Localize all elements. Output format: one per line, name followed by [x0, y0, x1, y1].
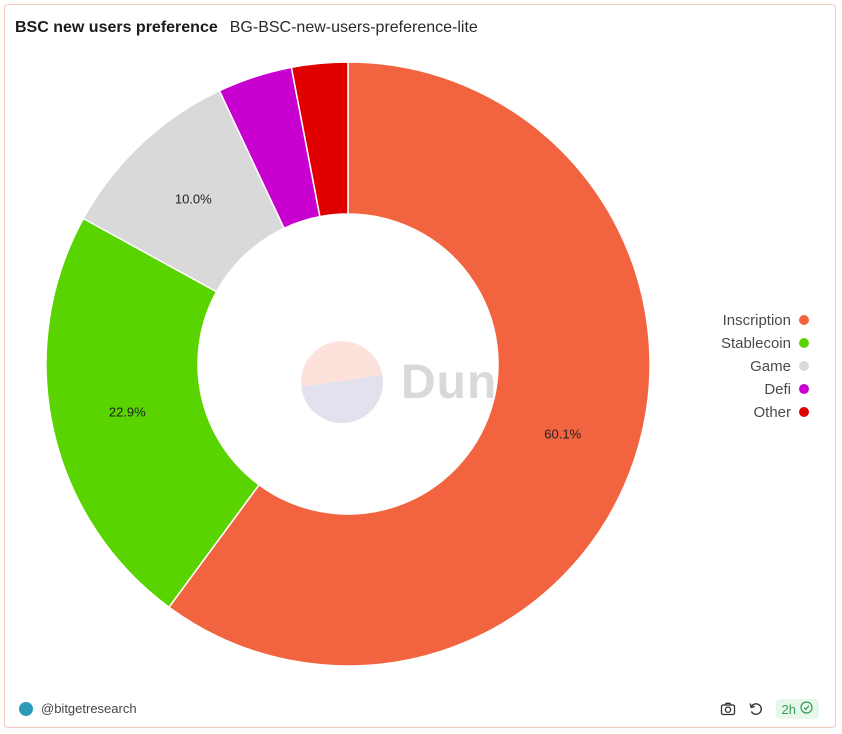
legend-label: Inscription	[722, 311, 791, 329]
legend-item-game[interactable]: Game	[750, 357, 809, 375]
legend-swatch	[799, 384, 809, 394]
data-label-game: 10.0%	[175, 191, 212, 206]
avatar	[19, 701, 33, 716]
refresh-interval: 2h	[781, 701, 796, 717]
legend-swatch	[799, 338, 809, 348]
chart-title: BSC new users preference	[15, 19, 218, 36]
legend-item-stablecoin[interactable]: Stablecoin	[721, 334, 809, 352]
legend-item-other[interactable]: Other	[753, 403, 809, 421]
footer-actions: 2h	[720, 699, 819, 719]
slice-inscription[interactable]	[167, 61, 651, 667]
legend-item-defi[interactable]: Defi	[764, 380, 809, 398]
chart-header: BSC new users preference BG-BSC-new-user…	[15, 19, 478, 37]
chart-legend: Inscription Stablecoin Game Defi Other	[721, 311, 809, 421]
legend-swatch	[799, 407, 809, 417]
slice-stablecoin[interactable]	[45, 217, 261, 609]
dune-logo-icon	[301, 341, 383, 423]
author-handle: @bitgetresearch	[41, 701, 137, 716]
legend-label: Defi	[764, 380, 791, 398]
chart-subtitle: BG-BSC-new-users-preference-lite	[229, 19, 478, 36]
data-label-stablecoin: 22.9%	[109, 405, 146, 420]
camera-icon[interactable]	[720, 701, 736, 717]
legend-label: Other	[753, 403, 791, 421]
legend-item-inscription[interactable]: Inscription	[723, 311, 809, 329]
legend-swatch	[799, 361, 809, 371]
slice-other[interactable]	[290, 61, 349, 218]
refresh-status-badge[interactable]: 2h	[775, 699, 819, 719]
footer-author[interactable]: @bitgetresearch	[19, 701, 137, 716]
refresh-icon[interactable]	[748, 701, 764, 717]
check-circle-icon	[800, 701, 813, 717]
legend-swatch	[799, 315, 809, 325]
data-label-inscription: 60.1%	[544, 427, 581, 442]
legend-label: Game	[750, 357, 791, 375]
legend-label: Stablecoin	[720, 334, 791, 352]
